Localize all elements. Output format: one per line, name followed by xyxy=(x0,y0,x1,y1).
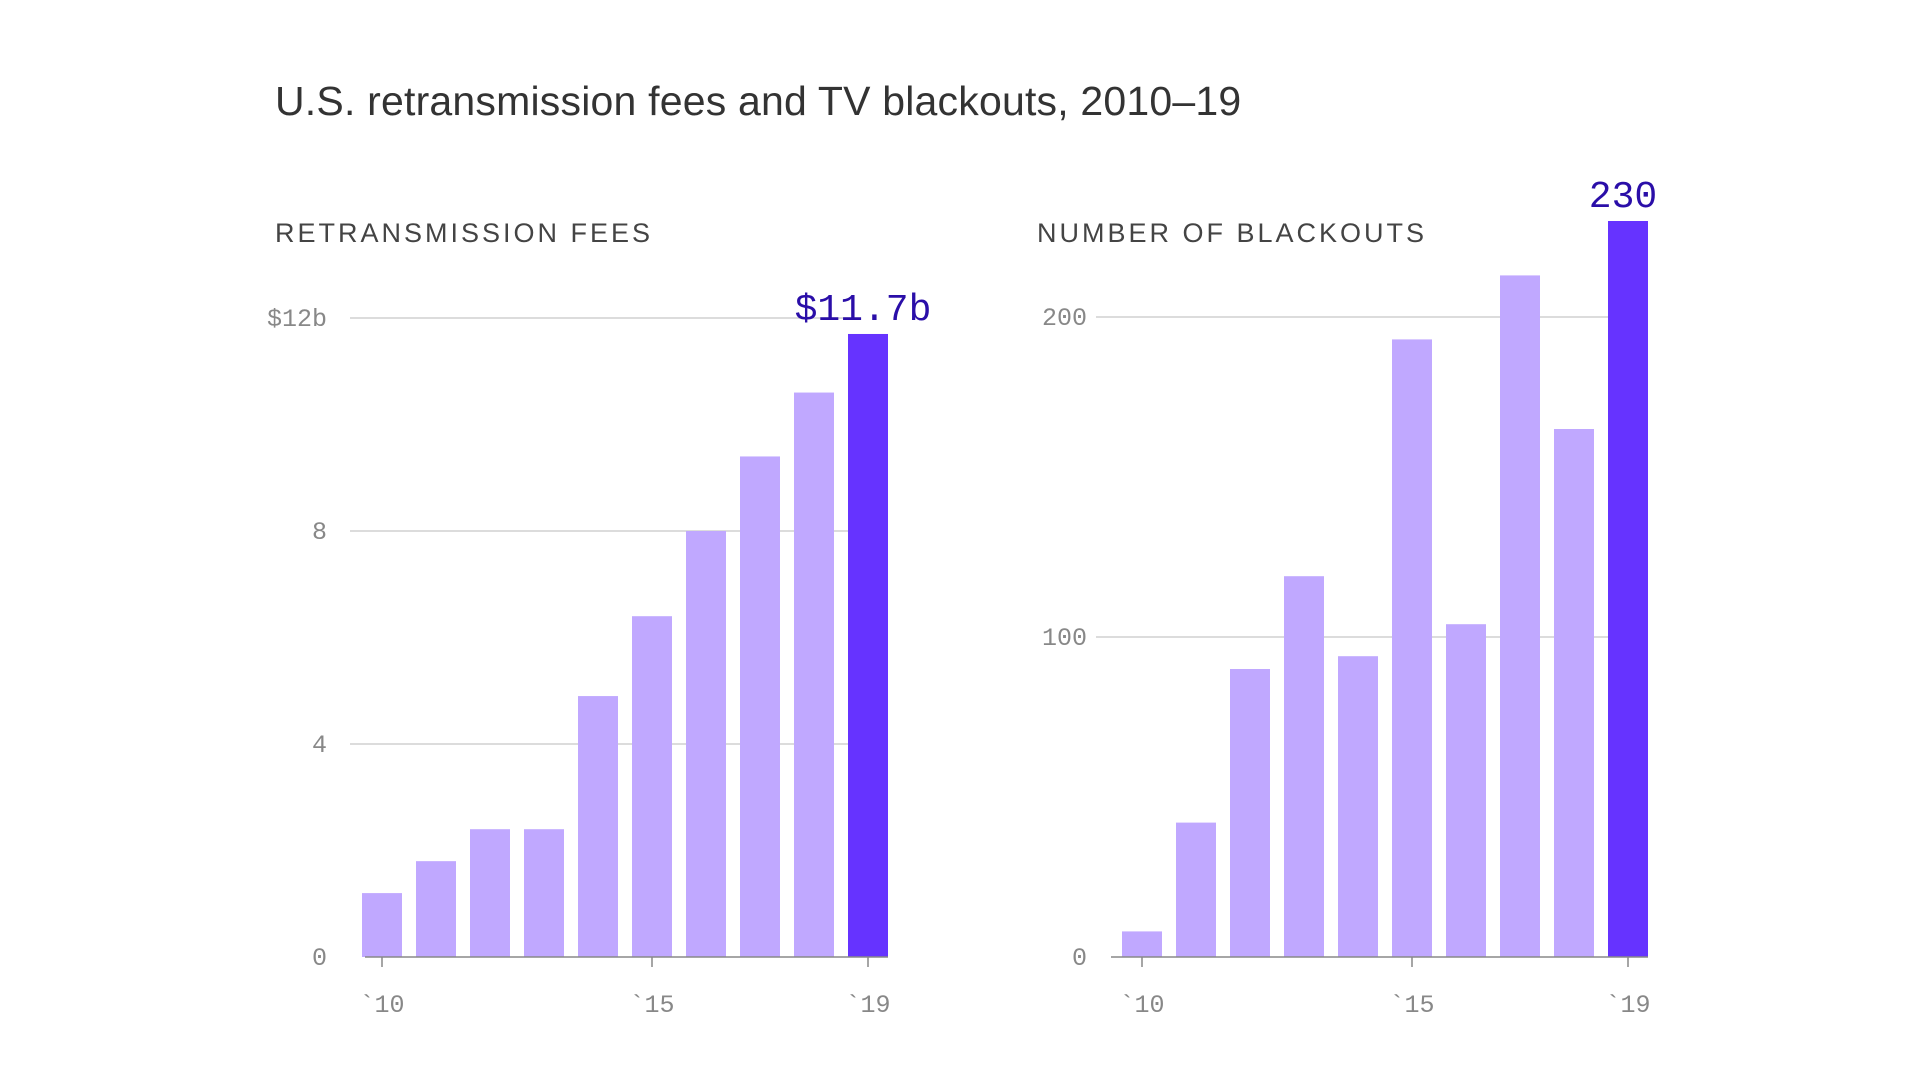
fees-bar-2011 xyxy=(416,861,456,957)
fees-bar-2019 xyxy=(848,333,888,958)
blackouts-bar-2019 xyxy=(1608,221,1648,957)
fees-bar-2015 xyxy=(632,616,672,957)
blackouts-y-tick-label: 200 xyxy=(1042,304,1087,333)
fees-bar-2017 xyxy=(740,456,780,957)
blackouts-bar-2015 xyxy=(1392,339,1432,957)
fees-y-tick-label: 0 xyxy=(312,944,327,973)
blackouts-bar-2018 xyxy=(1554,429,1594,957)
blackouts-y-tick-label: 0 xyxy=(1072,944,1087,973)
fees-x-tick-label: `19 xyxy=(845,991,890,1020)
fees-bar-2016 xyxy=(686,531,726,957)
fees-bar-2014 xyxy=(578,696,618,957)
blackouts-bar-2011 xyxy=(1176,822,1216,957)
fees-x-tick-label: `10 xyxy=(359,991,404,1020)
blackouts-callout-label: 230 xyxy=(1589,176,1657,219)
page-title: U.S. retransmission fees and TV blackout… xyxy=(275,78,1242,124)
blackouts-x-tick-label: `15 xyxy=(1389,991,1434,1020)
blackouts-bar-2013 xyxy=(1284,576,1324,957)
blackouts-bar-2010 xyxy=(1122,931,1162,957)
blackouts-bar-2014 xyxy=(1338,656,1378,957)
fees-bar-2010 xyxy=(362,893,402,957)
blackouts-panel-title: NUMBER OF BLACKOUTS xyxy=(1037,218,1428,248)
blackouts-bar-2017 xyxy=(1500,275,1540,957)
fees-bar-2018 xyxy=(794,392,834,957)
blackouts-x-tick-label: `19 xyxy=(1605,991,1650,1020)
blackouts-bar-2012 xyxy=(1230,669,1270,957)
fees-callout-label: $11.7b xyxy=(795,289,932,332)
fees-panel-title: RETRANSMISSION FEES xyxy=(275,218,654,248)
blackouts-bar-2016 xyxy=(1446,624,1486,957)
fees-bar-2012 xyxy=(470,829,510,957)
fees-y-tick-label: $12b xyxy=(267,305,327,334)
fees-y-tick-label: 4 xyxy=(312,731,327,760)
blackouts-x-tick-label: `10 xyxy=(1119,991,1164,1020)
blackouts-y-tick-label: 100 xyxy=(1042,624,1087,653)
fees-x-tick-label: `15 xyxy=(629,991,674,1020)
fees-y-tick-label: 8 xyxy=(312,518,327,547)
fees-bar-2013 xyxy=(524,829,564,957)
